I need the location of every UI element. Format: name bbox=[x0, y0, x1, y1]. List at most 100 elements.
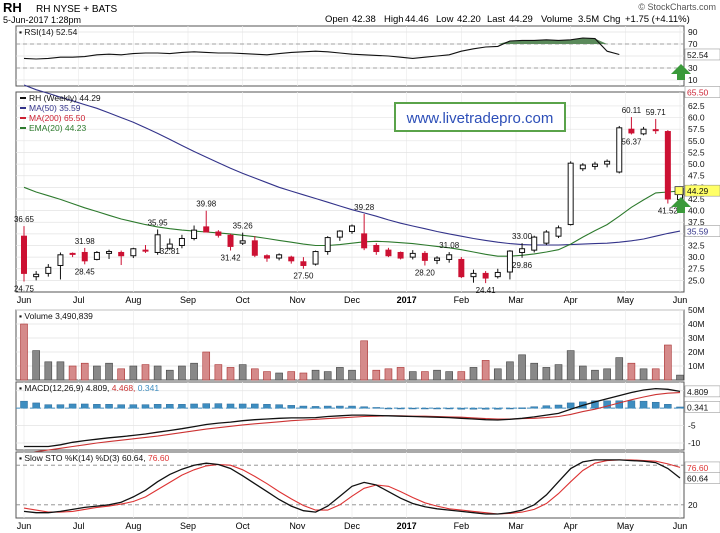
candle bbox=[276, 253, 283, 261]
y-tick-label: 52.5 bbox=[688, 147, 705, 157]
volume-bar bbox=[56, 361, 65, 381]
candle-body bbox=[409, 252, 416, 258]
y-tick-label: 25.0 bbox=[688, 275, 705, 285]
volume-bar bbox=[105, 362, 113, 381]
x-tick-label: Dec bbox=[344, 521, 361, 531]
volume-bar bbox=[165, 369, 174, 381]
price-annotation: 31.08 bbox=[439, 241, 460, 250]
macd-hist-bar bbox=[166, 404, 174, 409]
candle bbox=[434, 256, 441, 265]
candle bbox=[628, 117, 635, 135]
sto-panel bbox=[15, 451, 685, 519]
candle-body bbox=[543, 231, 550, 244]
candle bbox=[130, 247, 137, 259]
volume-value: 3.5M bbox=[578, 14, 599, 25]
price-annotation: 24.75 bbox=[14, 285, 35, 294]
y-tick-label: 10 bbox=[688, 75, 698, 85]
watermark-text: www.livetradepro.com bbox=[406, 110, 554, 127]
x-tick-label: Nov bbox=[289, 521, 306, 531]
volume-bar bbox=[93, 365, 101, 381]
chg-label: Chg bbox=[603, 14, 620, 25]
sto-k-current-label: 60.64 bbox=[687, 473, 709, 483]
volume-bar bbox=[153, 365, 162, 381]
macd-hist-bar bbox=[117, 404, 125, 409]
price-right-label-last-box bbox=[684, 184, 720, 197]
price-annotation: 29.86 bbox=[512, 261, 533, 270]
rsi-arrow-icon bbox=[671, 64, 691, 80]
y-tick-label: 60.0 bbox=[688, 113, 705, 123]
candle bbox=[506, 250, 513, 280]
ema20-line bbox=[23, 186, 681, 257]
price-annotation: 36.65 bbox=[14, 215, 35, 224]
x-tick-label: Jul bbox=[73, 295, 85, 305]
macd-hist-bar bbox=[202, 403, 210, 409]
sto-k-line bbox=[23, 459, 681, 515]
candle-body bbox=[604, 160, 611, 165]
candle bbox=[57, 252, 64, 280]
quote-row: Open 42.38 High 44.46 Low 42.20 Last 44.… bbox=[325, 14, 690, 25]
y-tick-label: 42.5 bbox=[688, 194, 705, 204]
macd-hist-bar bbox=[105, 404, 113, 409]
candle bbox=[81, 247, 88, 265]
x-tick-label: Aug bbox=[125, 295, 141, 305]
candle bbox=[591, 161, 598, 170]
volume-bar bbox=[263, 371, 271, 381]
candle bbox=[470, 269, 477, 283]
macd-signal-line bbox=[23, 392, 681, 455]
ticker-symbol: RH bbox=[3, 0, 22, 15]
price-panel bbox=[15, 91, 685, 293]
macd-hist-bar bbox=[676, 406, 684, 409]
macd-hist-bar bbox=[591, 400, 599, 409]
legend-ma200: MA(200) 65.50 bbox=[29, 113, 85, 123]
volume-bar bbox=[275, 372, 283, 381]
price-annotation: 56.37 bbox=[621, 137, 642, 146]
x-tick-label: Jul bbox=[73, 521, 85, 531]
candle bbox=[579, 163, 586, 172]
volume-bar bbox=[457, 371, 466, 381]
macd-hist-bar bbox=[190, 403, 198, 409]
y-tick-label: 37.5 bbox=[688, 217, 705, 227]
price-annotation: 35.26 bbox=[233, 222, 254, 231]
rsi-current-label-box bbox=[684, 48, 720, 61]
price-annotation: 28.45 bbox=[75, 267, 96, 276]
price-annotation: 39.98 bbox=[196, 200, 217, 209]
volume-bar bbox=[445, 371, 453, 381]
y-tick-label: 57.5 bbox=[688, 124, 705, 134]
candle bbox=[543, 230, 550, 246]
y-tick-label: 32.5 bbox=[688, 240, 705, 250]
candle-body bbox=[312, 251, 319, 265]
volume-bar bbox=[287, 371, 296, 381]
volume-bar bbox=[336, 367, 344, 381]
candle-body bbox=[446, 254, 453, 260]
candle-body bbox=[288, 256, 295, 262]
volume-bar bbox=[238, 364, 247, 381]
candle bbox=[640, 126, 647, 136]
price-annotation: 31.42 bbox=[221, 254, 242, 263]
candle bbox=[33, 271, 40, 281]
candle bbox=[421, 251, 428, 266]
candle-body bbox=[251, 240, 258, 256]
volume-bar bbox=[676, 374, 684, 381]
macd-hist-bar bbox=[153, 404, 162, 409]
open-label: Open bbox=[325, 14, 348, 25]
price-annotation: 39.28 bbox=[354, 203, 375, 212]
legend-swatch-ema20 bbox=[20, 127, 26, 129]
macd-hist-bar bbox=[80, 403, 89, 409]
candle-body bbox=[178, 238, 185, 246]
x-tick-label: Dec bbox=[344, 295, 361, 305]
volume-bar bbox=[627, 362, 636, 381]
candle-body bbox=[506, 250, 513, 273]
macd-hist-bar bbox=[457, 407, 466, 410]
macd-hist-bar bbox=[178, 404, 186, 409]
legend-swatch-price bbox=[20, 97, 26, 99]
volume-bar bbox=[651, 368, 660, 381]
candle-body bbox=[57, 254, 64, 266]
rsi-title: ▪ RSI(14) 52.54 bbox=[19, 27, 78, 37]
candle bbox=[409, 250, 416, 260]
price-annotation: 41.52 bbox=[658, 207, 679, 216]
macd-hist-bar bbox=[214, 403, 223, 409]
candle bbox=[336, 230, 343, 241]
candle bbox=[106, 249, 113, 259]
y-tick-label: -5 bbox=[688, 421, 696, 431]
